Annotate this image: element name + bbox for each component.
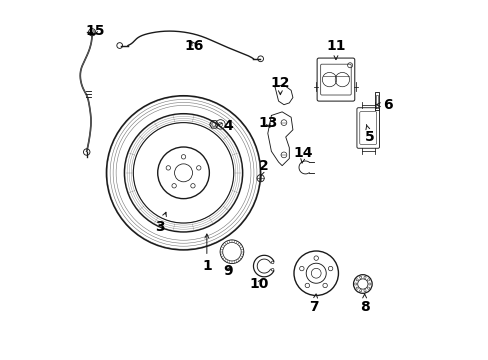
Text: 2: 2 bbox=[259, 159, 268, 176]
Text: 4: 4 bbox=[217, 119, 233, 133]
Text: 15: 15 bbox=[86, 24, 105, 38]
Text: 7: 7 bbox=[309, 294, 319, 314]
Text: 16: 16 bbox=[184, 39, 203, 53]
Text: 1: 1 bbox=[202, 234, 211, 273]
Text: 14: 14 bbox=[293, 146, 313, 163]
Text: 6: 6 bbox=[376, 98, 392, 112]
Text: 3: 3 bbox=[155, 212, 166, 234]
Text: 10: 10 bbox=[249, 277, 268, 291]
Text: 13: 13 bbox=[258, 116, 277, 130]
Text: 5: 5 bbox=[365, 125, 374, 144]
Text: 11: 11 bbox=[325, 39, 345, 60]
Text: 12: 12 bbox=[270, 76, 289, 95]
Text: 8: 8 bbox=[359, 294, 369, 314]
Text: 9: 9 bbox=[223, 265, 233, 278]
